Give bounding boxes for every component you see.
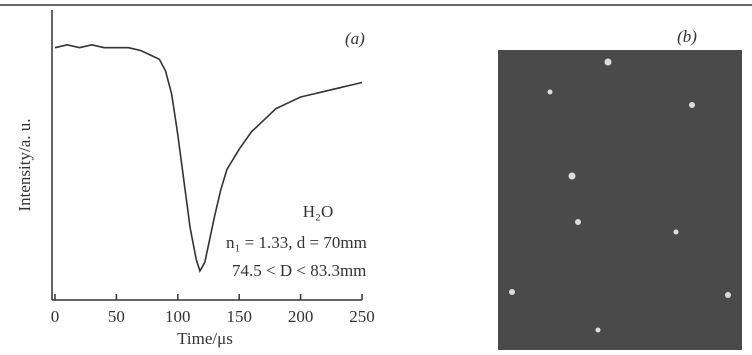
x-tick-label: 200 bbox=[288, 307, 314, 326]
annotation: 74.5 < D < 83.3mm bbox=[232, 261, 366, 280]
x-axis-label: Time/μs bbox=[177, 329, 233, 348]
x-tick-label: 50 bbox=[108, 307, 125, 326]
figure: (a) Time/μs Intensity/a. u. H₂O n₁ = 1.3… bbox=[0, 0, 752, 355]
panel-label: (b) bbox=[677, 27, 697, 46]
x-tick-label: 150 bbox=[226, 307, 252, 326]
y-axis-label: Intensity/a. u. bbox=[15, 118, 34, 211]
panel-label: (a) bbox=[345, 29, 365, 48]
particle-image bbox=[498, 50, 742, 350]
annotation: H₂O bbox=[303, 202, 333, 221]
x-tick-label: 0 bbox=[51, 307, 60, 326]
annotation: n₁ = 1.33, d = 70mm bbox=[226, 233, 367, 252]
x-tick-label: 100 bbox=[165, 307, 191, 326]
x-tick-label: 250 bbox=[349, 307, 375, 326]
